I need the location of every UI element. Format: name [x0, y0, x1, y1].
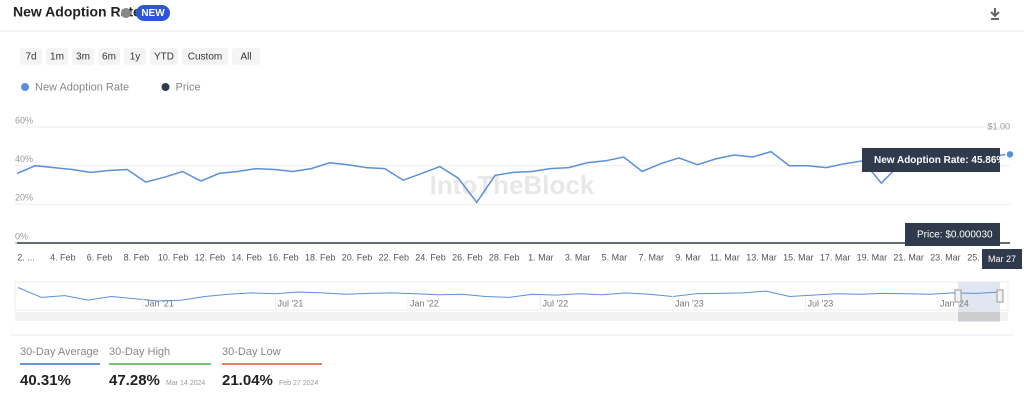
range-button-label[interactable]: All [240, 52, 251, 63]
legend-label[interactable]: Price [176, 81, 201, 93]
stat-value: 40.31% [20, 372, 71, 389]
stat-date: Feb 27 2024 [279, 380, 318, 387]
range-button-label[interactable]: 3m [76, 52, 90, 63]
x-tick-label: 4. Feb [50, 252, 76, 262]
range-button[interactable] [20, 48, 42, 65]
x-tick-label: 28. Feb [489, 252, 520, 262]
range-button-label[interactable]: 1y [130, 52, 141, 63]
x-tick-label: 11. Mar [710, 252, 740, 262]
stat-value: 21.04% [222, 372, 273, 389]
navigator-label: Jul '21 [278, 298, 304, 308]
watermark: IntoTheBlock [430, 170, 595, 200]
x-tick-label: 3. Mar [565, 252, 591, 262]
help-icon[interactable] [121, 8, 131, 18]
navigator-handle[interactable] [996, 289, 1004, 303]
range-button[interactable] [98, 48, 120, 65]
tooltip [862, 148, 1000, 172]
range-button-label[interactable]: Custom [188, 52, 222, 63]
x-tick-label: 20. Feb [342, 252, 373, 262]
x-tick-label: 15. Mar [783, 252, 814, 262]
series-line [16, 150, 1011, 204]
x-tick-label: 1. Mar [528, 252, 554, 262]
crosshair-label [982, 249, 1022, 269]
x-tick-label: 2. ... [17, 252, 35, 262]
y-tick-label: 0% [15, 231, 28, 241]
x-tick-label: 12. Feb [195, 252, 226, 262]
y-tick-label: 20% [15, 193, 33, 203]
title: New Adoption Rate [13, 4, 141, 20]
x-tick-label: 16. Feb [268, 252, 299, 262]
x-tick-label: 18. Feb [305, 252, 336, 262]
legend-marker[interactable] [21, 83, 29, 91]
navigator-label: Jan '23 [675, 298, 704, 308]
x-tick-label: 24. Feb [415, 252, 446, 262]
x-tick-label: 14. Feb [231, 252, 262, 262]
range-button[interactable] [72, 48, 94, 65]
badge [136, 5, 170, 21]
range-button[interactable] [124, 48, 146, 65]
badge-text: NEW [141, 8, 165, 19]
y-tick-label: 60% [15, 115, 33, 125]
navigator-handle[interactable] [954, 289, 962, 303]
x-tick-label: 13. Mar [746, 252, 777, 262]
x-tick-label: 19. Mar [857, 252, 888, 262]
tooltip-text: Price: $0.000030 [917, 230, 993, 241]
x-tick-label: 22. Feb [379, 252, 410, 262]
y2-tick-label: $1.00 [987, 121, 1010, 131]
x-tick-label: 17. Mar [820, 252, 851, 262]
range-button-label[interactable]: 7d [25, 52, 36, 63]
legend-marker[interactable] [161, 83, 170, 91]
x-tick-label: 7. Mar [638, 252, 664, 262]
range-button[interactable] [46, 48, 68, 65]
download-icon[interactable] [990, 8, 1000, 20]
x-tick-label: 8. Feb [124, 252, 150, 262]
crosshair-text: Mar 27 [988, 254, 1016, 264]
legend-label[interactable]: New Adoption Rate [35, 81, 129, 93]
navigator-label: Jan '21 [145, 298, 174, 308]
stat-date: Mar 14 2024 [166, 380, 205, 387]
navigator-label: Jul '22 [543, 298, 569, 308]
navigator-frame [14, 281, 1009, 311]
stat-label: 30-Day High [109, 346, 170, 358]
scrollbar-thumb[interactable] [958, 312, 1000, 321]
range-button-label[interactable]: 1m [50, 52, 64, 63]
range-button-label[interactable]: 6m [102, 52, 116, 63]
navigator-label: Jan '22 [410, 298, 439, 308]
stat-value: 47.28% [109, 372, 160, 389]
x-tick-label: 10. Feb [158, 252, 189, 262]
tooltip [905, 223, 1000, 246]
range-button[interactable] [150, 48, 178, 65]
navigator-label: Jan '24 [940, 298, 969, 308]
range-button[interactable] [232, 48, 260, 65]
x-tick-label: 23. Mar [930, 252, 961, 262]
stat-label: 30-Day Low [222, 346, 281, 358]
x-tick-label: 5. Mar [602, 252, 628, 262]
x-tick-label: 21. Mar [893, 252, 924, 262]
navigator-label: Jul '23 [808, 298, 834, 308]
x-tick-label: 26. Feb [452, 252, 483, 262]
hover-point [1005, 149, 1015, 160]
y-tick-label: 40% [15, 154, 33, 164]
navigator-line [17, 287, 1001, 302]
scrollbar [15, 312, 1008, 321]
stat-label: 30-Day Average [20, 346, 99, 358]
tooltip-text: New Adoption Rate: 45.86% [874, 155, 1005, 166]
range-button-label[interactable]: YTD [154, 52, 174, 63]
x-tick-label: 6. Feb [87, 252, 113, 262]
range-button[interactable] [182, 48, 228, 65]
x-tick-label: 9. Mar [675, 252, 701, 262]
